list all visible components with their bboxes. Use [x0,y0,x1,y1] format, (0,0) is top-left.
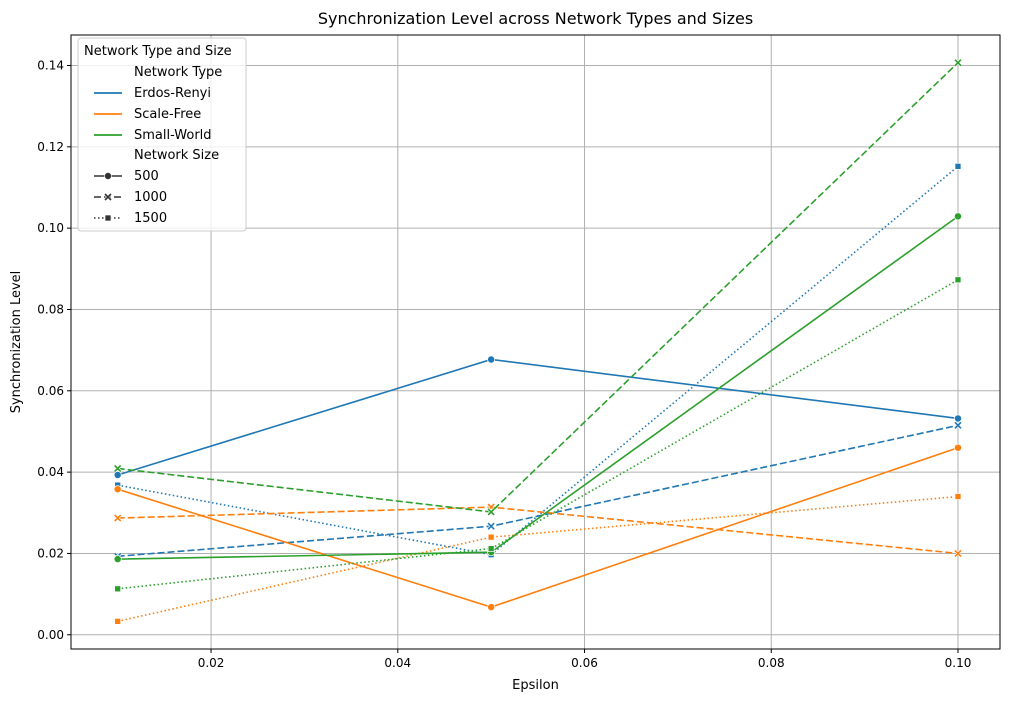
legend: Network Type and Size Network Type Erdos-R… [77,37,247,232]
series-small-world-1000-point [113,464,122,473]
series-small-world-1500-point [954,276,962,284]
series-scale-free-1000-point [113,514,122,523]
y-tick-label: 0.10 [37,221,64,235]
series-scale-free-1000-point [953,549,963,558]
legend-hue-title: Network Type [134,65,222,80]
legend-item-small-world-label: Small-World [134,128,212,143]
series-scale-free-500-point [113,485,122,494]
series-small-world-1500 [114,276,962,593]
legend-box [77,37,247,232]
series-scale-free-1500-point [487,533,495,541]
series-small-world-500 [113,212,962,564]
y-tick-label: 0.14 [37,58,64,72]
series-small-world-1000 [113,58,963,517]
series-erdos-renyi-500-point [113,471,122,479]
series-erdos-renyi-1000-point-cross [954,421,962,429]
series-small-world-500-point [954,212,962,221]
x-tick-label: 0.04 [384,656,411,670]
series-erdos-renyi-500-point [487,355,496,364]
x-tick-label: 0.08 [758,656,785,670]
series-erdos-renyi-1500-point [954,162,962,170]
legend-style-title: Network Size [134,148,219,163]
series-small-world-1500-point [114,585,122,593]
legend-item-erdos-renyi-label: Erdos-Renyi [134,86,211,101]
legend-item-size-1500-label: 1500 [134,211,167,226]
y-tick-label: 0.04 [37,465,64,479]
y-axis-label: Synchronization Level [9,271,24,414]
x-tick-label: 0.06 [571,656,598,670]
y-tick-label: 0.08 [37,302,64,316]
legend-item-size-1000-marker [103,192,113,202]
plot-frame [70,34,1001,650]
legend-item-erdos-renyi: Erdos-Renyi [94,86,211,101]
x-tick-label: 0.02 [198,656,225,670]
series-small-world-1500-point [487,545,495,552]
y-tick-label: 0.12 [37,140,64,154]
series-small-world-1000-point [487,507,496,517]
series-scale-free-1000 [113,503,963,558]
legend-item-size-1500: 1500 [94,211,167,226]
series-group [113,58,963,625]
legend-item-size-1000-label: 1000 [134,190,167,205]
y-tick-label: 0.06 [37,384,64,398]
series-erdos-renyi-1000-point-cross [487,522,495,530]
series-scale-free-500-point [954,443,962,452]
legend-item-scale-free: Scale-Free [94,107,201,122]
x-tick-label: 0.10 [945,656,972,670]
series-small-world-1500-line [117,279,959,590]
series-scale-free-500-point [487,603,496,612]
legend-item-small-world: Small-World [94,128,212,143]
series-erdos-renyi-500-line [117,358,959,476]
series-small-world-1000-point-cross [114,464,122,473]
legend-item-scale-free-label: Scale-Free [134,107,201,122]
x-axis: 0.02 0.04 0.06 0.08 0.10 [198,649,972,670]
series-scale-free-500 [113,443,962,612]
legend-item-size-1500-marker [104,214,112,222]
y-tick-label: 0.02 [37,546,64,560]
legend-item-size-1000: 1000 [94,190,167,205]
y-axis: 0.00 0.02 0.04 0.06 0.08 0.10 0.12 0.14 [37,58,71,642]
legend-item-size-1000-marker-cross [104,193,112,201]
series-scale-free-1000-point-cross [954,549,962,558]
legend-item-size-500-label: 500 [134,169,159,184]
series-scale-free-1500 [114,493,962,625]
series-erdos-renyi-500-point [954,414,962,423]
x-axis-label: Epsilon [512,678,559,693]
legend-item-size-500-marker [104,172,112,180]
legend-item-size-500: 500 [94,169,159,184]
series-scale-free-1000-point-cross [114,514,122,522]
series-erdos-renyi-1000-point [953,421,963,430]
series-small-world-1000-point-cross [487,508,495,516]
series-scale-free-1500-point [114,617,122,625]
series-erdos-renyi-1500-line [117,165,959,556]
series-erdos-renyi-1000-point [487,522,496,531]
series-small-world-500-point [113,555,122,564]
chart-title: Synchronization Level across Network Typ… [318,9,753,28]
series-small-world-1000-point-cross [954,59,962,67]
legend-title: Network Type and Size [84,44,232,59]
series-scale-free-1500-point [954,493,962,500]
y-tick-label: 0.00 [37,628,64,642]
series-small-world-1000-point [953,58,963,67]
series-erdos-renyi-500 [113,355,962,479]
